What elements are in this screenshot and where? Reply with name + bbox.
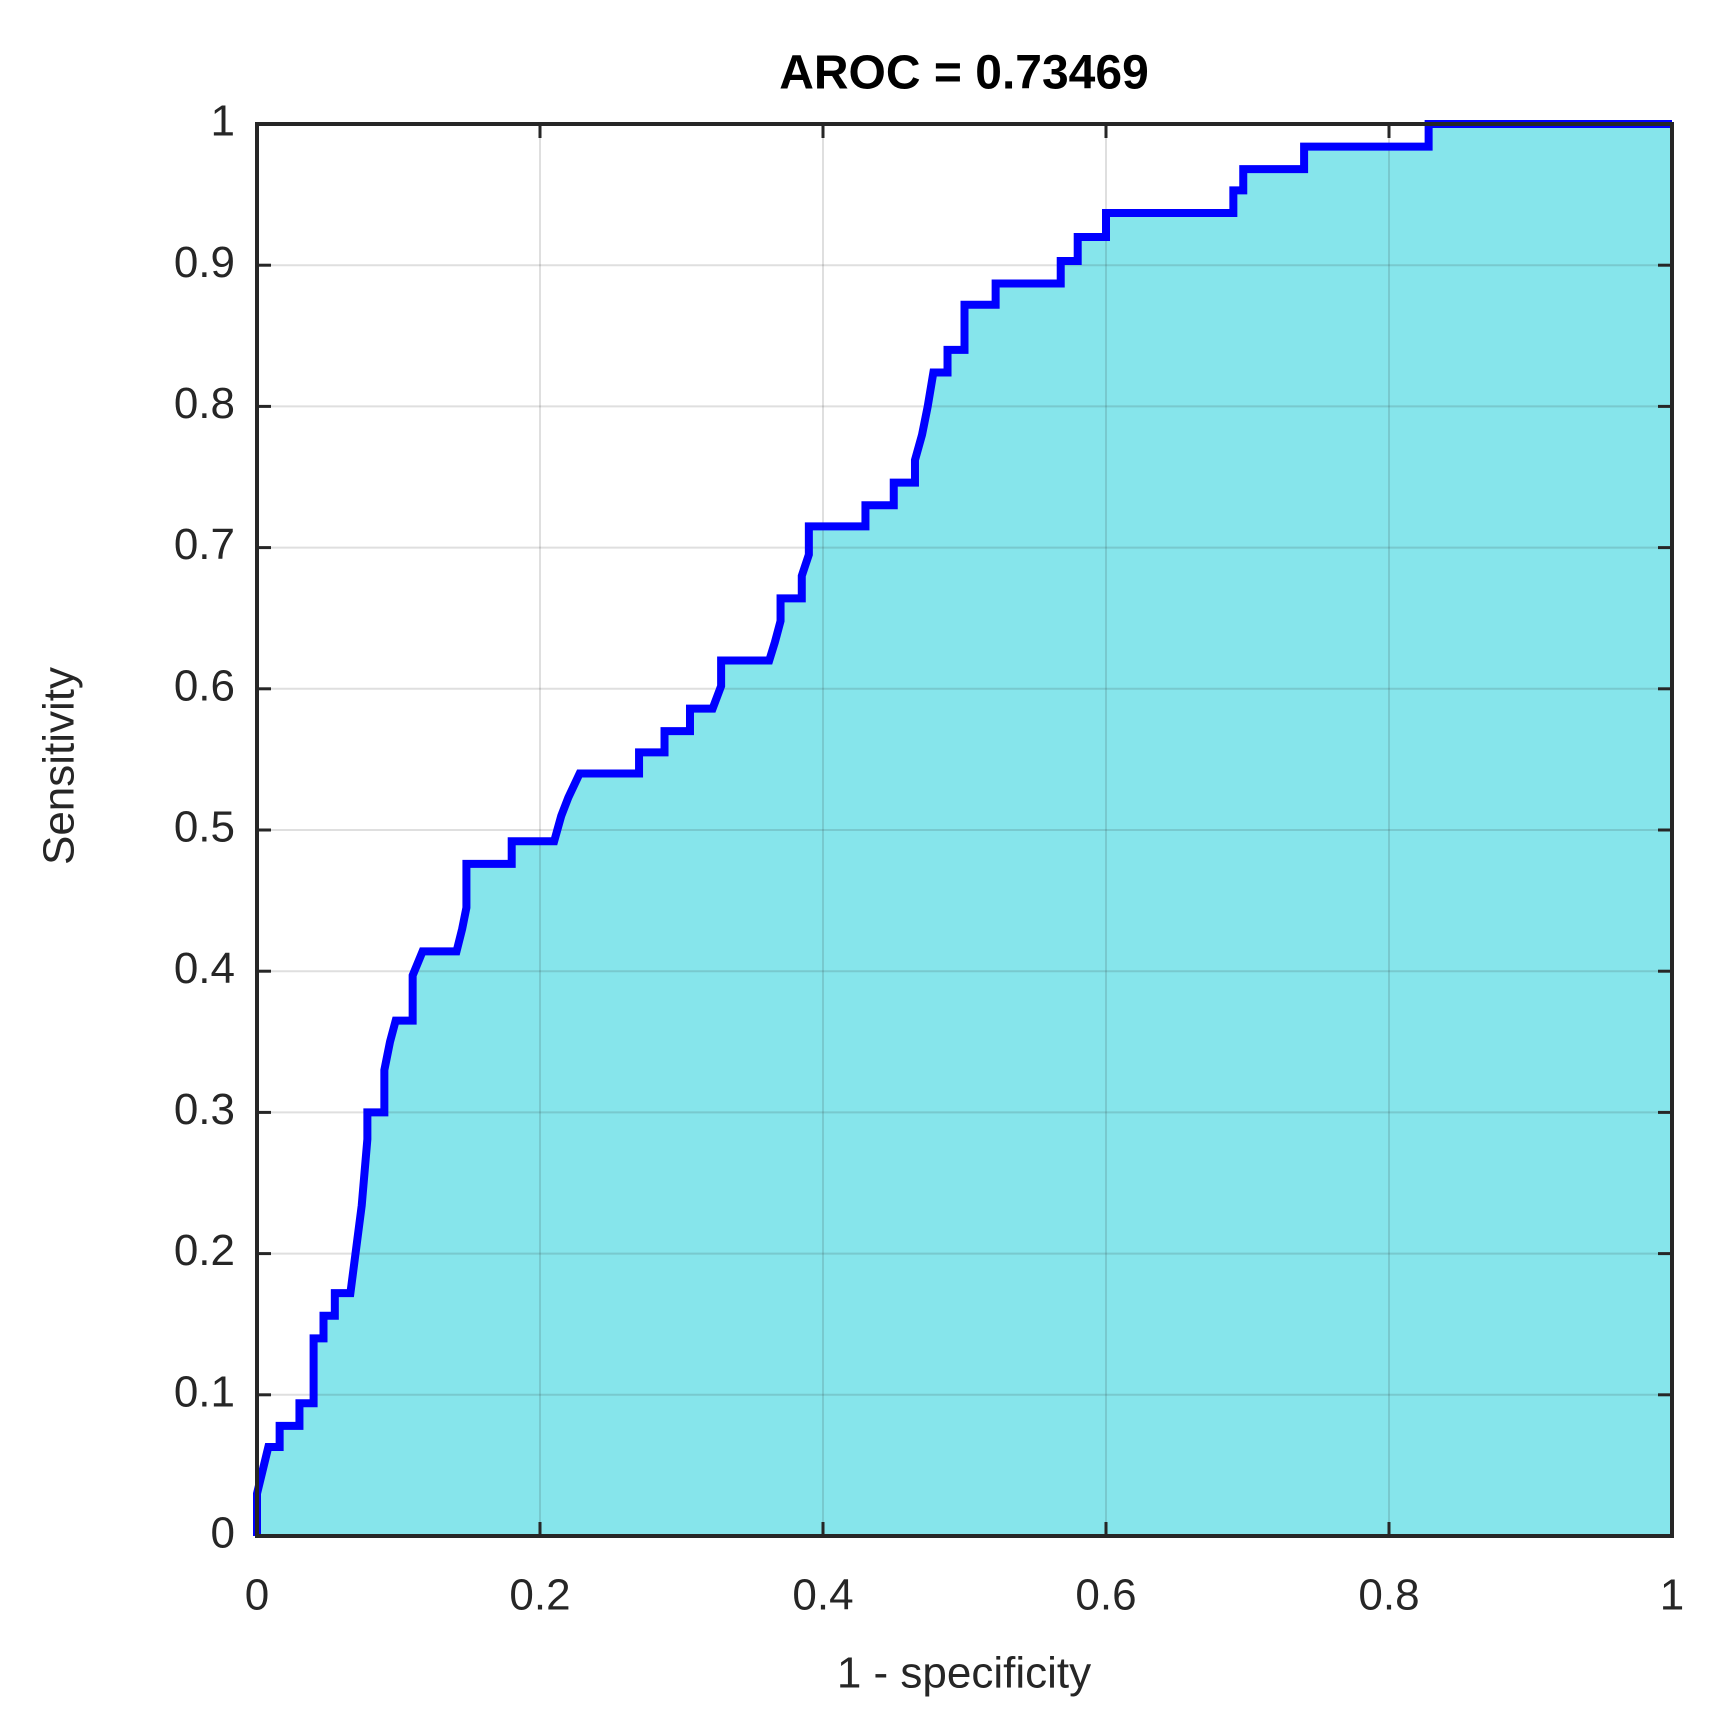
x-tick-label: 0.4 [792, 1571, 853, 1620]
y-tick-label: 0.7 [174, 520, 235, 569]
axes-box [255, 122, 1674, 1538]
roc-line [253, 120, 1672, 1536]
y-tick-label: 0.2 [174, 1226, 235, 1275]
area-fill [257, 124, 1672, 1536]
x-tick-label: 0 [245, 1571, 269, 1620]
x-axis-label: 1 - specificity [837, 1649, 1091, 1698]
y-tick-label: 0.3 [174, 1085, 235, 1134]
y-tick-label: 0.1 [174, 1367, 235, 1416]
y-tick-label: 0 [211, 1509, 235, 1558]
y-tick-label: 0.6 [174, 661, 235, 710]
x-tick-label: 0.2 [509, 1571, 570, 1620]
x-tick-label: 0.6 [1075, 1571, 1136, 1620]
y-tick-label: 0.9 [174, 238, 235, 287]
y-tick-label: 0.8 [174, 379, 235, 428]
y-tick-label: 1 [211, 97, 235, 146]
y-tick-label: 0.5 [174, 803, 235, 852]
x-tick-label: 1 [1660, 1571, 1684, 1620]
chart-title: AROC = 0.73469 [779, 47, 1149, 100]
y-tick-label: 0.4 [174, 944, 235, 993]
y-axis-label: Sensitivity [35, 667, 84, 865]
x-tick-label: 0.8 [1358, 1571, 1419, 1620]
